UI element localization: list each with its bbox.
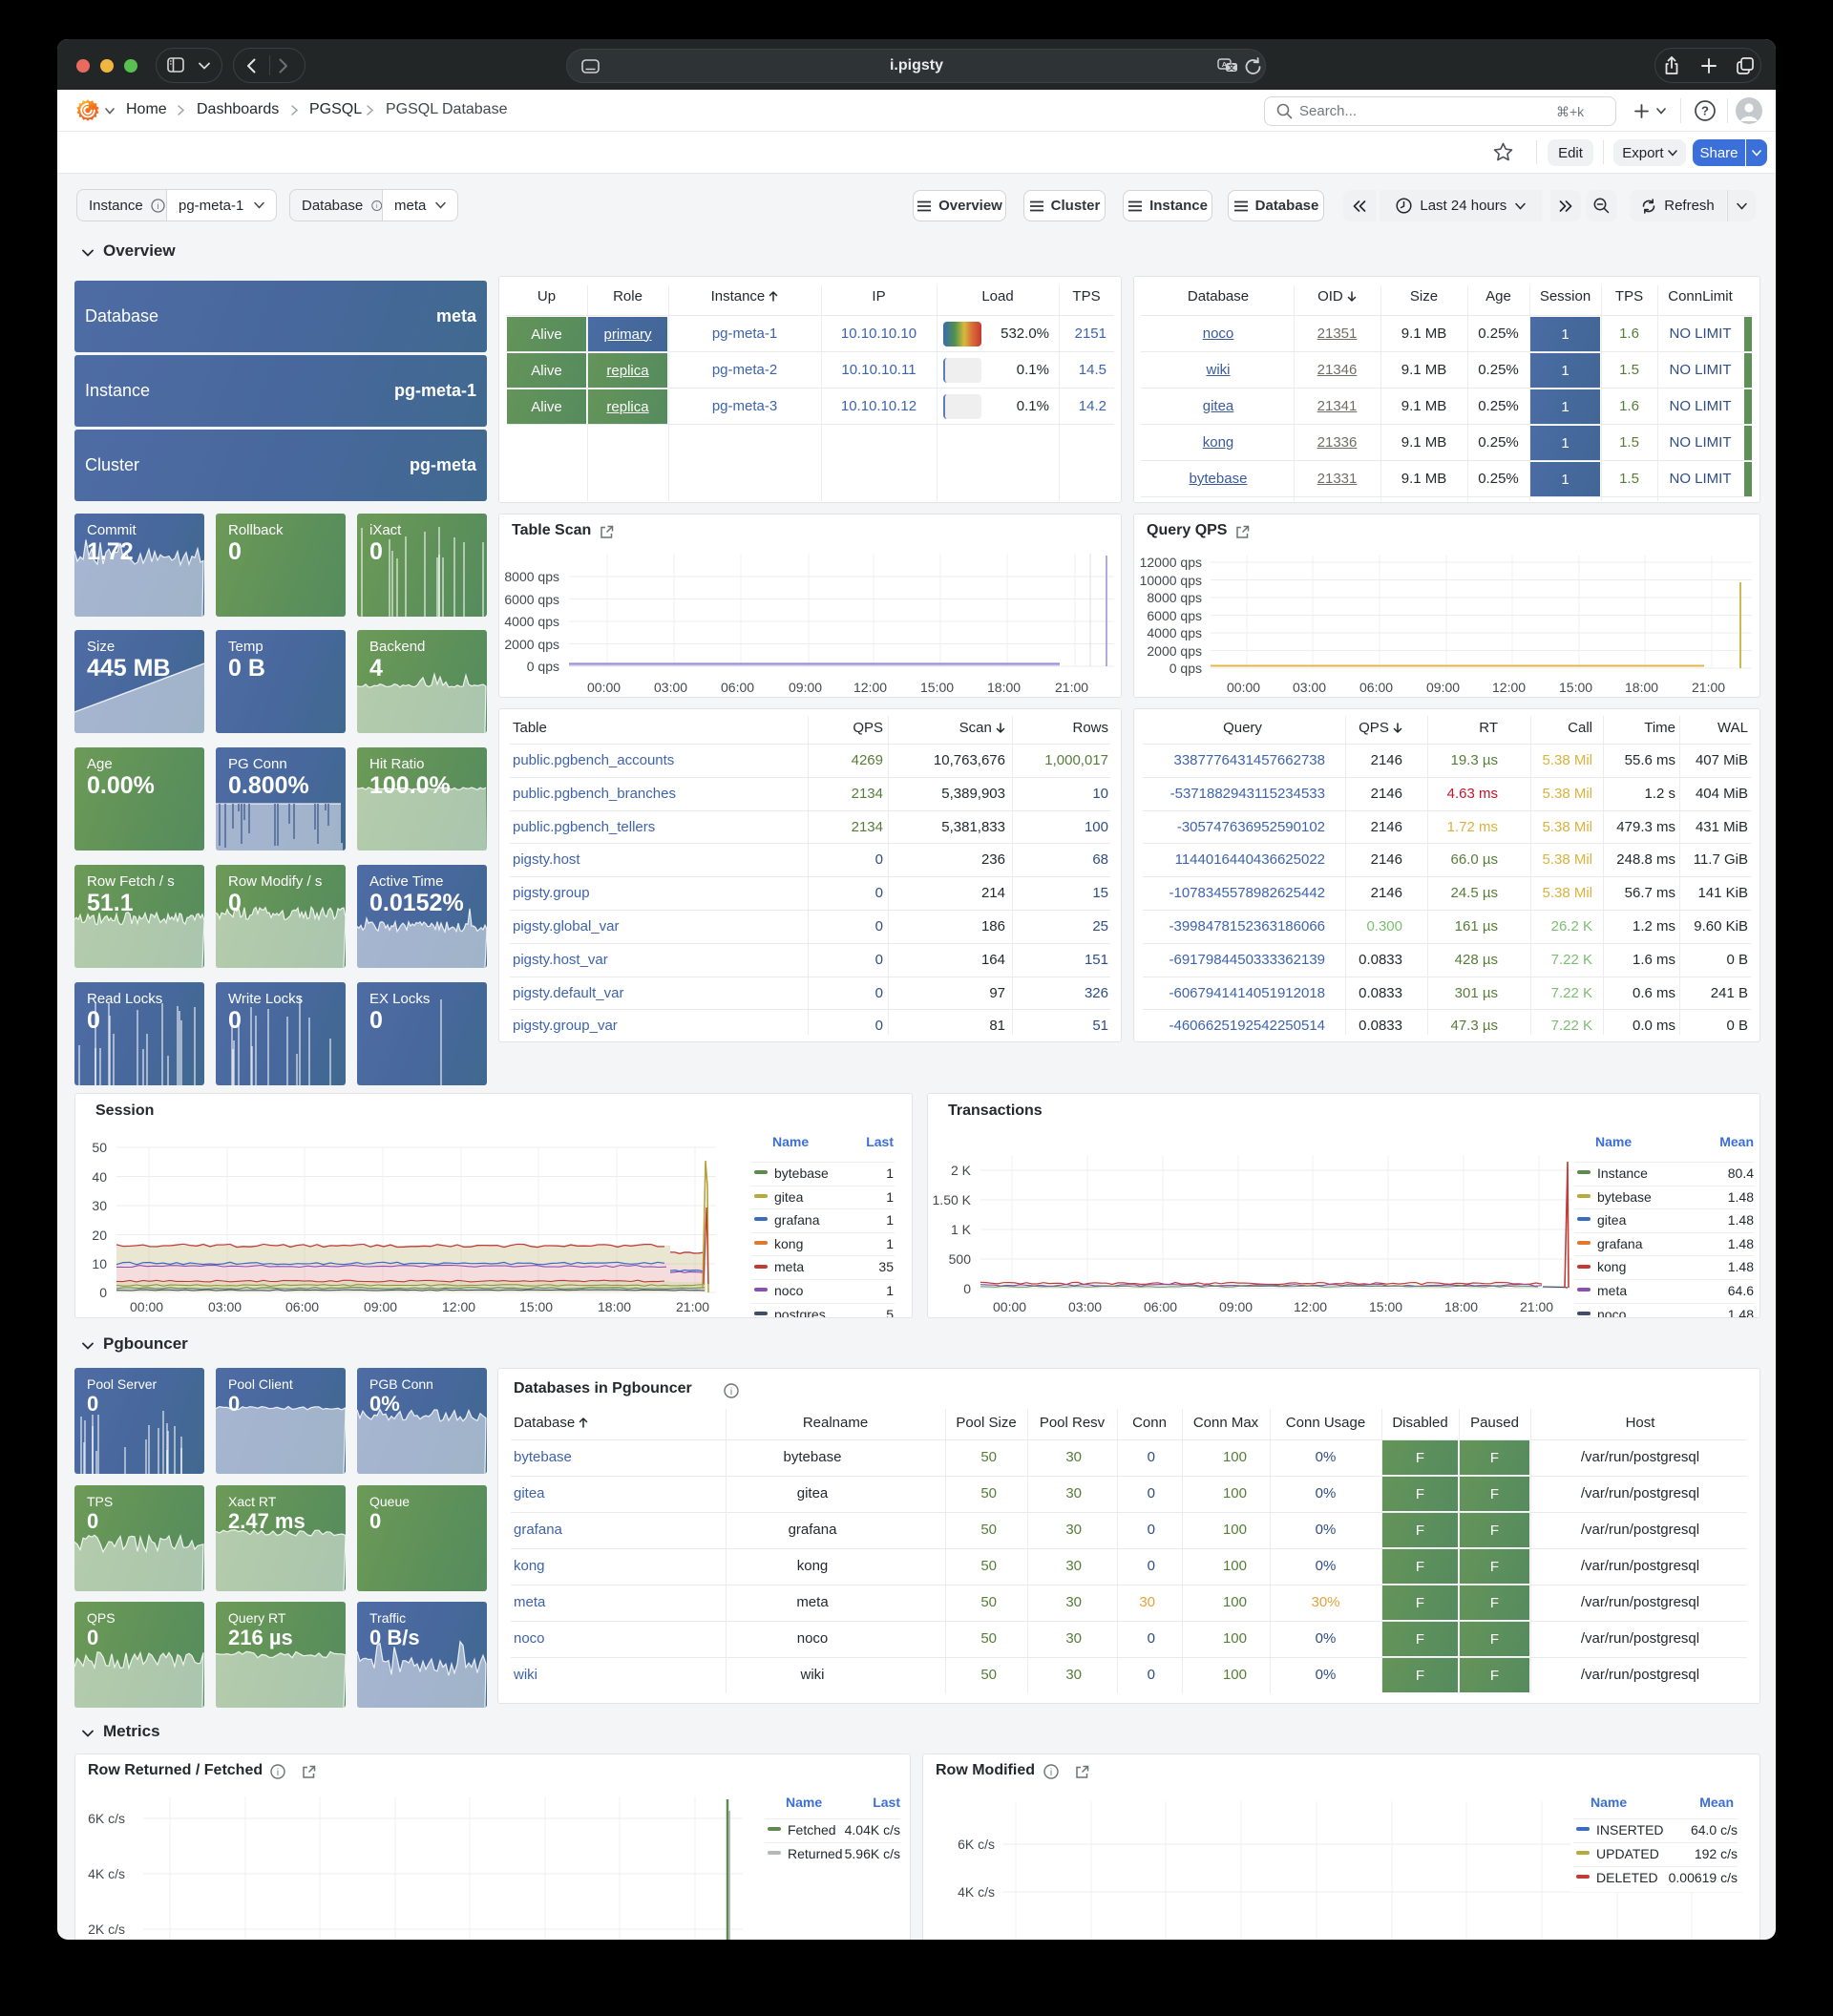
svg-text:文: 文 [1228, 62, 1235, 72]
svg-text:i: i [376, 203, 378, 210]
svg-text:i: i [158, 201, 159, 211]
svg-text:?: ? [1701, 104, 1709, 118]
svg-text:i: i [1050, 1768, 1052, 1778]
svg-text:i: i [277, 1768, 279, 1778]
svg-text:A: A [1222, 60, 1228, 69]
svg-text:i: i [730, 1387, 732, 1397]
